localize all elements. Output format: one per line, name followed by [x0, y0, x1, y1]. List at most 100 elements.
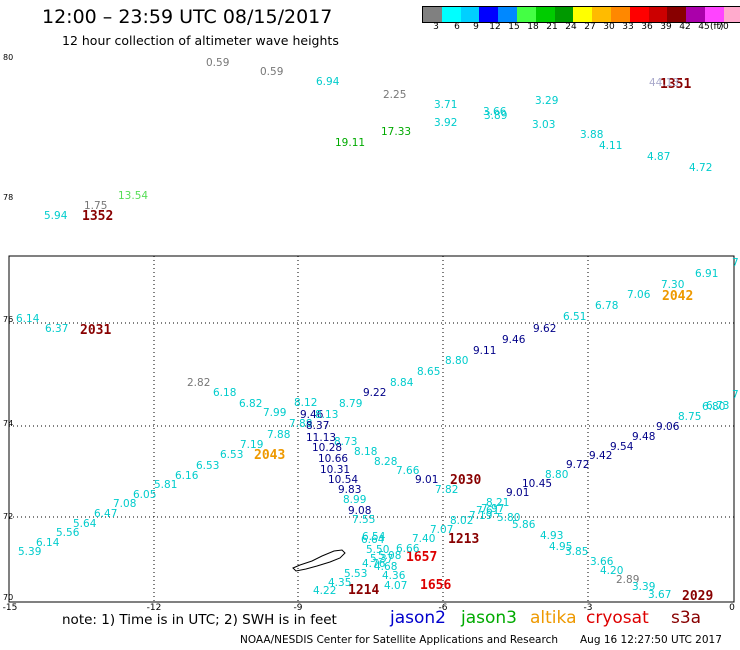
swh-value-label: 2.25 [383, 89, 406, 101]
satellite-label-cryosat: cryosat [586, 608, 649, 628]
swh-value-label: 4.20 [600, 565, 623, 577]
swh-value-label: 7.97 [481, 503, 504, 515]
legend-label: 42 [679, 22, 691, 32]
swh-value-label: 6.18 [213, 387, 236, 399]
swh-value-label: 6.37 [45, 323, 68, 335]
swh-value-label: 3.85 [565, 546, 588, 558]
swh-value-label: 7.99 [263, 407, 286, 419]
legend-label: 21 [546, 22, 558, 32]
x-tick-label: -12 [147, 603, 162, 613]
swh-value-label: 9.11 [473, 345, 496, 357]
swh-value-label: 9.42 [589, 450, 612, 462]
swh-value-label: 6.82 [239, 398, 262, 410]
legend-label: 70 [717, 22, 729, 32]
legend-swatch [441, 7, 461, 22]
legend-label: 39 [660, 22, 672, 32]
swh-value-label: 44.13 [649, 77, 679, 89]
swh-value-label: 8.75 [678, 411, 701, 423]
legend-label: 24 [565, 22, 577, 32]
legend-swatch [498, 7, 517, 22]
swh-value-label: 10.66 [318, 453, 348, 465]
swh-value-label: 11.13 [306, 432, 336, 444]
swh-value-label: 3.39 [632, 581, 655, 593]
x-tick-label: -15 [3, 603, 18, 613]
legend-swatch [723, 7, 740, 22]
swh-value-label: 17.33 [381, 126, 411, 138]
swh-value-label: 6.47 [94, 508, 117, 520]
swh-value-label: 3.71 [434, 99, 457, 111]
swh-value-label: 5.94 [44, 210, 68, 222]
legend-label: 12 [489, 22, 501, 32]
legend-swatch [573, 7, 593, 22]
pass-time-label: 1351 [660, 77, 691, 92]
x-tick-label: -3 [584, 603, 593, 613]
swh-value-label: 9.72 [566, 459, 589, 471]
swh-value-label: 6.78 [595, 300, 618, 312]
y-tick-label: 74 [3, 419, 13, 428]
x-tick-label: -9 [294, 603, 303, 613]
swh-value-label: 4.07 [384, 580, 407, 592]
pass-time-label: 2043 [254, 448, 285, 463]
swh-value-label: 9.83 [338, 484, 361, 496]
legend-swatch [535, 7, 555, 22]
swh-value-label: 5.86 [512, 519, 536, 531]
swh-value-label: 8.02 [450, 515, 473, 527]
legend-label: 9 [473, 22, 479, 32]
legend-swatch [516, 7, 536, 22]
swh-value-label: 6.16 [175, 470, 199, 482]
swh-value-label: 2.82 [187, 377, 210, 389]
swh-value-label: 7.06 [627, 289, 651, 301]
swh-value-label: 7.19 [240, 439, 263, 451]
swh-value-label: 5.64 [73, 518, 97, 530]
pass-time-label: 2042 [662, 289, 693, 304]
legend-swatch [610, 7, 630, 22]
swh-value-label: 9.48 [632, 431, 655, 443]
swh-value-label: 7.08 [113, 498, 136, 510]
swh-value-label: 5.08 [378, 550, 401, 562]
footnote: note: 1) Time is in UTC; 2) SWH is in fe… [62, 612, 337, 628]
swh-value-label: 4.35 [328, 577, 351, 589]
swh-value-label: 5.81 [154, 479, 177, 491]
legend-label: 6 [454, 22, 460, 32]
swh-value-label: 8.99 [343, 494, 366, 506]
map-subtitle: 12 hour collection of altimeter wave hei… [62, 33, 339, 48]
legend-swatch [592, 7, 611, 22]
pass-time-label: 1213 [448, 532, 479, 547]
swh-value-label: 4.68 [374, 561, 397, 573]
swh-value-label: 3.66 [483, 106, 507, 118]
swh-value-label: 10.31 [320, 464, 350, 476]
swh-value-label: 9.06 [656, 421, 680, 433]
legend-unit: (ft) [710, 22, 724, 32]
swh-value-label: 10.45 [522, 478, 552, 490]
y-tick-label: 72 [3, 512, 13, 521]
swh-value-label: 6.14 [16, 313, 40, 325]
swh-value-label: 7.82 [435, 484, 458, 496]
legend-swatch [704, 7, 724, 22]
y-tick-label: 78 [3, 193, 13, 202]
swh-value-label: 6.54 [362, 531, 386, 543]
y-tick-label: 76 [3, 315, 13, 324]
swh-value-label: 8.80 [445, 355, 468, 367]
swh-value-label: 10.54 [328, 474, 358, 486]
swh-value-label: 4.76 [362, 558, 386, 570]
swh-value-label: 8.28 [374, 456, 397, 468]
timestamp-text: Aug 16 12:27:50 UTC 2017 [580, 634, 722, 646]
swh-value-label: 5.37 [370, 553, 393, 565]
swh-value-label: 7.66 [396, 465, 420, 477]
swh-value-label: 4.22 [313, 585, 336, 597]
swh-value-label: 6.51 [563, 311, 586, 323]
satellite-label-altika: altika [530, 608, 577, 628]
swh-value-label: 5.50 [366, 544, 389, 556]
legend-swatch [554, 7, 574, 22]
swh-value-label: 6.05 [133, 489, 156, 501]
legend-label: 18 [527, 22, 539, 32]
swh-value-label: 13.54 [118, 190, 148, 202]
swh-value-label: 9.62 [533, 323, 556, 335]
legend-label: 15 [508, 22, 520, 32]
swh-value-label: 7.19 [469, 510, 492, 522]
swh-value-label: 3.03 [532, 119, 555, 131]
swh-value-label: 6.73 [706, 400, 729, 412]
swh-value-label: 7 [732, 257, 739, 269]
legend-swatch [629, 7, 649, 22]
